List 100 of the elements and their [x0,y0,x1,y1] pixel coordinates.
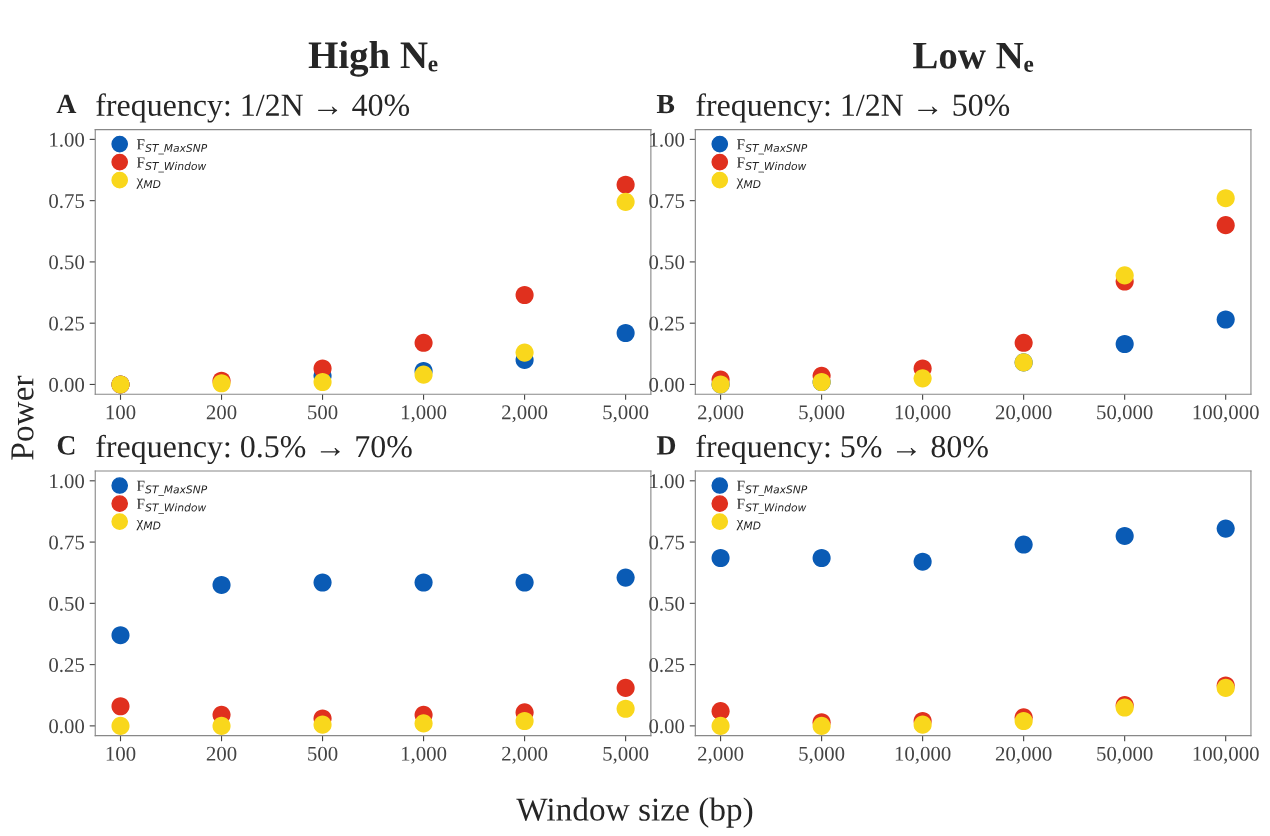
x-tick-label: 5,000 [799,746,845,764]
x-axis-title: Window size (bp) [516,797,753,828]
chart-title: frequency: 0.5% → 70% [96,434,412,465]
point [111,626,130,645]
y-tick-label: 0.00 [649,377,685,392]
point [515,343,534,362]
point [414,573,433,592]
point [515,573,534,592]
point [313,573,332,592]
x-tick-label: 100,000 [1193,746,1259,764]
x-tick-label: 20,000 [995,746,1052,764]
legend-label: χ$_{MD}$ [136,519,161,531]
legend-label: χ$_{MD}$ [736,178,761,189]
x-tick-label: 200 [206,746,237,761]
point [1216,310,1235,329]
point [1115,526,1134,545]
chart-title: frequency: 1/2N → 50% [696,93,1010,123]
y-tick-label: 0.00 [49,377,85,392]
x-tick-label: 5,000 [799,405,845,423]
point [616,323,635,343]
point [212,716,231,735]
x-tick-label: 100 [106,746,136,761]
y-tick-label: 0.50 [49,255,85,270]
text: A [56,94,77,114]
legend-label: F$_{ST_MaxSNP}$ [737,480,808,496]
legend-label: F$_{ST_Window}$ [136,157,207,173]
point [616,678,635,697]
point [1014,711,1033,731]
x-tick-label: 1,000 [401,405,447,423]
y-tick-label: 0.25 [49,657,85,673]
y-tick-label: 0.50 [649,596,685,611]
point [913,369,932,388]
y-tick-label: 0.75 [49,194,85,209]
x-tick-label: 10,000 [895,405,951,423]
point [313,372,332,392]
point [616,699,635,718]
legend-label: F$_{ST_MaxSNP}$ [737,139,808,155]
point [313,715,332,734]
point [913,552,932,571]
point [212,575,231,595]
point [111,716,130,735]
x-tick-label: 2,000 [698,405,744,423]
x-tick-label: 500 [308,746,338,761]
point [913,715,932,734]
legend-label: F$_{ST_MaxSNP}$ [136,139,208,155]
x-tick-label: 100 [106,405,136,420]
text: D [656,436,676,455]
point [414,365,433,384]
x-tick-label: 200 [206,405,237,420]
x-tick-label: 50,000 [1097,746,1153,764]
x-tick-label: 10,000 [895,746,951,764]
x-tick-label: 2,000 [698,746,744,764]
y-tick-label: 0.75 [649,194,685,209]
text: Low Nₑ [913,42,1034,72]
point [711,716,730,735]
y-tick-label: 1.00 [50,132,85,147]
legend-label: F$_{ST_MaxSNP}$ [136,480,208,496]
y-tick-label: 0.50 [649,255,685,270]
point [515,285,534,305]
point [812,548,831,568]
y-tick-label: 1.00 [50,474,85,489]
text: High Nₑ [308,41,438,77]
y-tick-label: 0.75 [49,535,85,550]
x-tick-label: 2,000 [502,746,548,764]
point [1014,535,1033,554]
text: C [57,436,75,455]
chart-title: frequency: 1/2N → 40% [96,93,410,123]
y-axis-title: Power [11,375,34,460]
legend-label: χ$_{MD}$ [736,519,761,531]
x-tick-label: 2,000 [502,405,548,423]
legend-label: F$_{ST_Window}$ [737,157,807,173]
x-tick-label: 50,000 [1097,405,1153,423]
y-tick-label: 0.50 [49,596,85,611]
y-tick-label: 0.25 [649,657,685,673]
y-tick-label: 0.00 [649,719,685,734]
text: B [656,94,675,114]
point [414,333,433,352]
point [616,192,635,211]
point [414,714,433,733]
x-tick-label: 500 [308,405,338,420]
point [616,568,635,587]
legend-label: F$_{ST_Window}$ [737,498,807,514]
point [515,711,534,731]
point [1014,333,1033,352]
x-tick-label: 20,000 [995,405,1052,423]
point [111,697,130,716]
legend-label: χ$_{MD}$ [136,178,161,189]
point [1216,216,1235,235]
y-tick-label: 0.00 [49,719,85,734]
chart-title: frequency: 5% → 80% [696,434,988,465]
legend-label: F$_{ST_Window}$ [136,498,207,514]
point [711,548,730,568]
y-tick-label: 0.25 [649,316,685,331]
y-tick-label: 1.00 [650,132,685,147]
y-tick-label: 0.75 [649,535,685,550]
x-tick-label: 5,000 [603,746,649,764]
x-tick-label: 5,000 [603,405,649,423]
y-tick-label: 0.25 [49,316,85,331]
x-tick-label: 100,000 [1193,405,1259,423]
point [1115,334,1134,354]
